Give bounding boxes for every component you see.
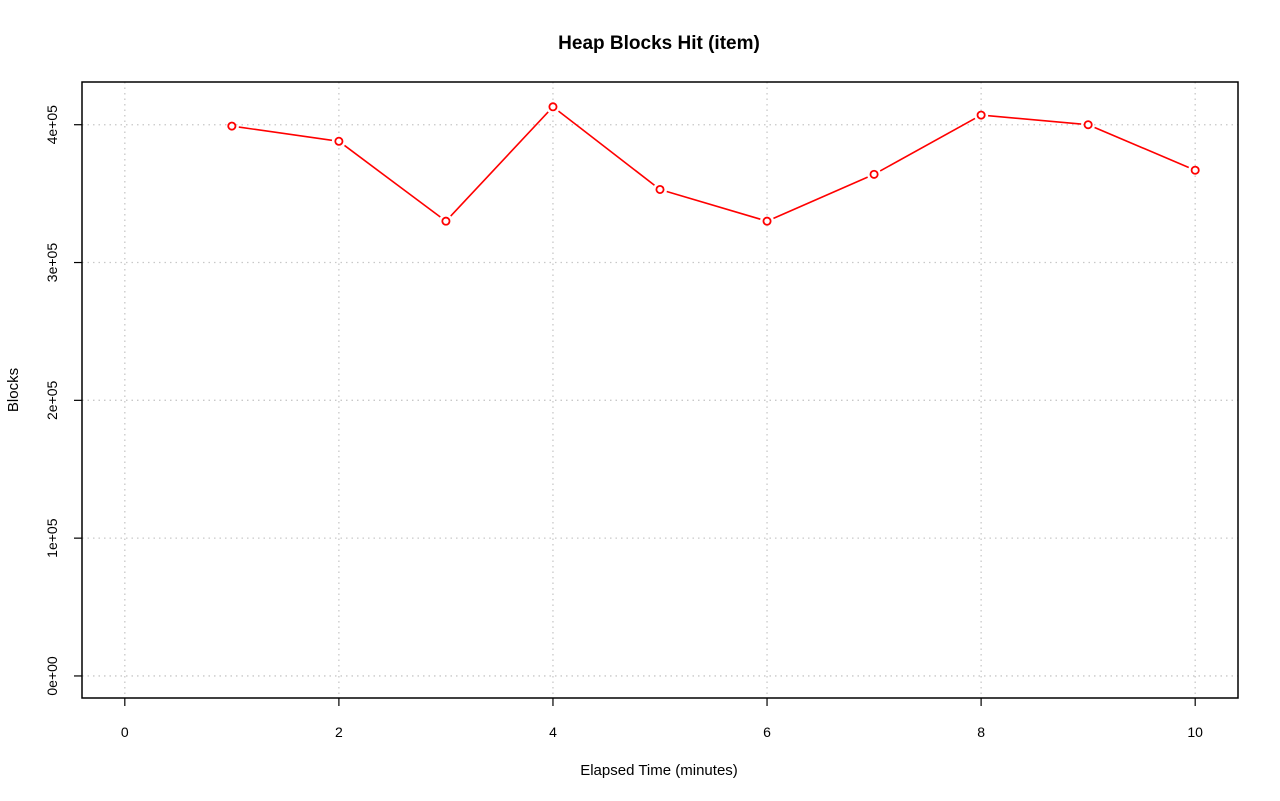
y-tick-label: 1e+05 [44,518,60,558]
data-point [976,110,986,120]
y-axis: 0e+00 1e+05 2e+05 3e+05 4e+05 [44,105,82,696]
y-axis-label: Blocks [5,368,22,412]
x-tick-label: 6 [763,724,771,740]
x-tick-label: 8 [977,724,985,740]
series-line-segment [450,111,549,217]
series-line-segment [1094,126,1190,169]
series-line-segment [558,110,655,186]
data-point [1083,120,1093,130]
series-line-segment [666,190,761,220]
data-point [441,216,451,226]
chart-title: Heap Blocks Hit (item) [558,33,760,54]
series-line-segment [238,126,333,142]
y-tick-label: 3e+05 [44,243,60,283]
x-tick-label: 10 [1187,724,1203,740]
y-tick-label: 0e+00 [44,656,60,696]
x-tick-label: 0 [121,724,129,740]
plot-frame [81,81,1239,699]
y-tick-label: 2e+05 [44,380,60,420]
x-tick-label: 2 [335,724,343,740]
x-axis-label: Elapsed Time (minutes) [580,762,738,779]
series-layer [227,102,1200,226]
x-axis: 0 2 4 6 8 10 [121,698,1203,740]
data-point [655,184,665,194]
data-point [869,169,879,179]
data-point [548,102,558,112]
data-point [334,136,344,146]
series-line-segment [988,114,1082,125]
data-point [227,121,237,131]
data-point [762,216,772,226]
x-tick-label: 4 [549,724,557,740]
y-tick-label: 4e+05 [44,105,60,145]
series-line-segment [773,176,868,220]
series-line-segment [879,117,976,172]
grid [82,82,1238,698]
data-point [1190,165,1200,175]
series-line-segment [344,144,441,218]
